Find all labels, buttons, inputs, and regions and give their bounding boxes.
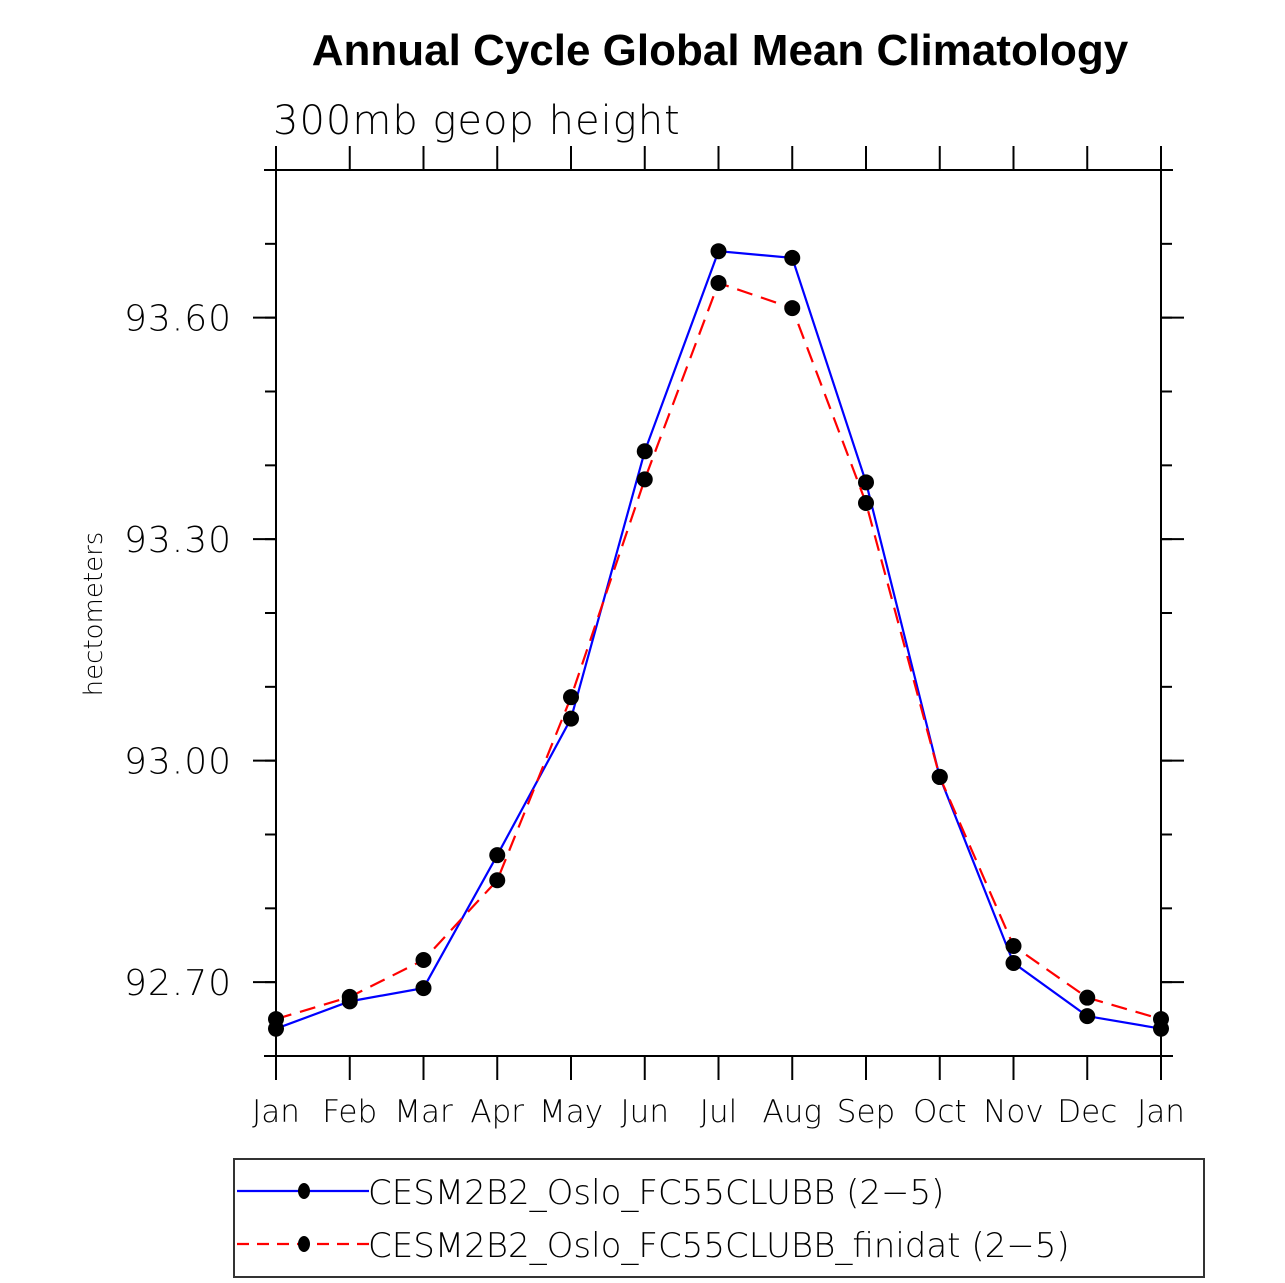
x-tick-label: Sep — [837, 1094, 895, 1130]
data-point — [1079, 989, 1096, 1006]
series-line — [275, 281, 1162, 1021]
x-tick-label: May — [539, 1094, 603, 1130]
data-point — [710, 274, 727, 291]
y-tick-label: 93.00 — [124, 742, 232, 783]
y-tick-label: 93.60 — [124, 299, 232, 340]
chart-subtitle: 300mb geop height — [273, 98, 681, 144]
x-tick-label: Jun — [621, 1094, 669, 1130]
data-point — [636, 443, 653, 460]
data-point — [1079, 1008, 1096, 1025]
x-tick-label: Apr — [470, 1094, 524, 1130]
x-tick-label: Aug — [763, 1094, 822, 1130]
chart-title: Annual Cycle Global Mean Climatology — [312, 26, 1129, 75]
data-point — [784, 300, 801, 317]
plot-frame — [275, 169, 1162, 1057]
series-1 — [268, 243, 1169, 1037]
x-tick-label: Oct — [913, 1094, 967, 1130]
x-tick-label: Jan — [1137, 1094, 1185, 1130]
x-tick-label: Jan — [252, 1094, 300, 1130]
y-tick-label: 92.70 — [124, 963, 232, 1004]
legend-label: CESM2B2_Oslo_FC55CLUBB_finidat (2−5) — [368, 1226, 1070, 1266]
legend-label: CESM2B2_Oslo_FC55CLUBB (2−5) — [368, 1173, 944, 1213]
data-point — [415, 980, 432, 997]
y-axis-label: hectometers — [79, 532, 109, 697]
data-point — [563, 689, 579, 706]
data-point — [636, 471, 653, 488]
legend-item: CESM2B2_Oslo_FC55CLUBB (2−5) — [237, 1173, 944, 1213]
data-point — [784, 249, 801, 266]
x-tick-label: Mar — [394, 1094, 453, 1130]
data-point — [268, 1011, 284, 1028]
data-point — [931, 768, 948, 785]
series-2 — [268, 274, 1169, 1028]
data-point — [415, 952, 432, 969]
data-point — [1005, 954, 1022, 971]
legend-box — [233, 1158, 1205, 1278]
x-tick-label: Nov — [983, 1094, 1044, 1130]
data-point — [858, 494, 874, 511]
axes: Jan Feb Mar Apr May Jun Jul Aug Sep Oct Nov Dec Jan 9… — [124, 146, 1185, 1130]
data-point — [341, 988, 358, 1005]
legend-marker — [298, 1236, 310, 1252]
data-point — [563, 710, 579, 727]
legend-item: CESM2B2_Oslo_FC55CLUBB_finidat (2−5) — [237, 1226, 1070, 1266]
x-tick-label: Feb — [322, 1094, 377, 1130]
data-point — [710, 243, 727, 260]
legend: CESM2B2_Oslo_FC55CLUBB (2−5) CESM2B2_Oslo… — [233, 1158, 1205, 1278]
series-line — [275, 250, 1162, 1030]
x-tick-label: Jul — [700, 1094, 737, 1130]
data-point — [489, 872, 506, 889]
series-layer — [268, 243, 1169, 1037]
data-point — [1153, 1011, 1169, 1028]
data-point — [489, 847, 506, 864]
data-point — [858, 474, 874, 491]
x-tick-label: Dec — [1057, 1094, 1117, 1130]
legend-marker — [298, 1183, 310, 1199]
y-tick-label: 93.30 — [124, 520, 232, 561]
data-point — [1005, 937, 1022, 954]
